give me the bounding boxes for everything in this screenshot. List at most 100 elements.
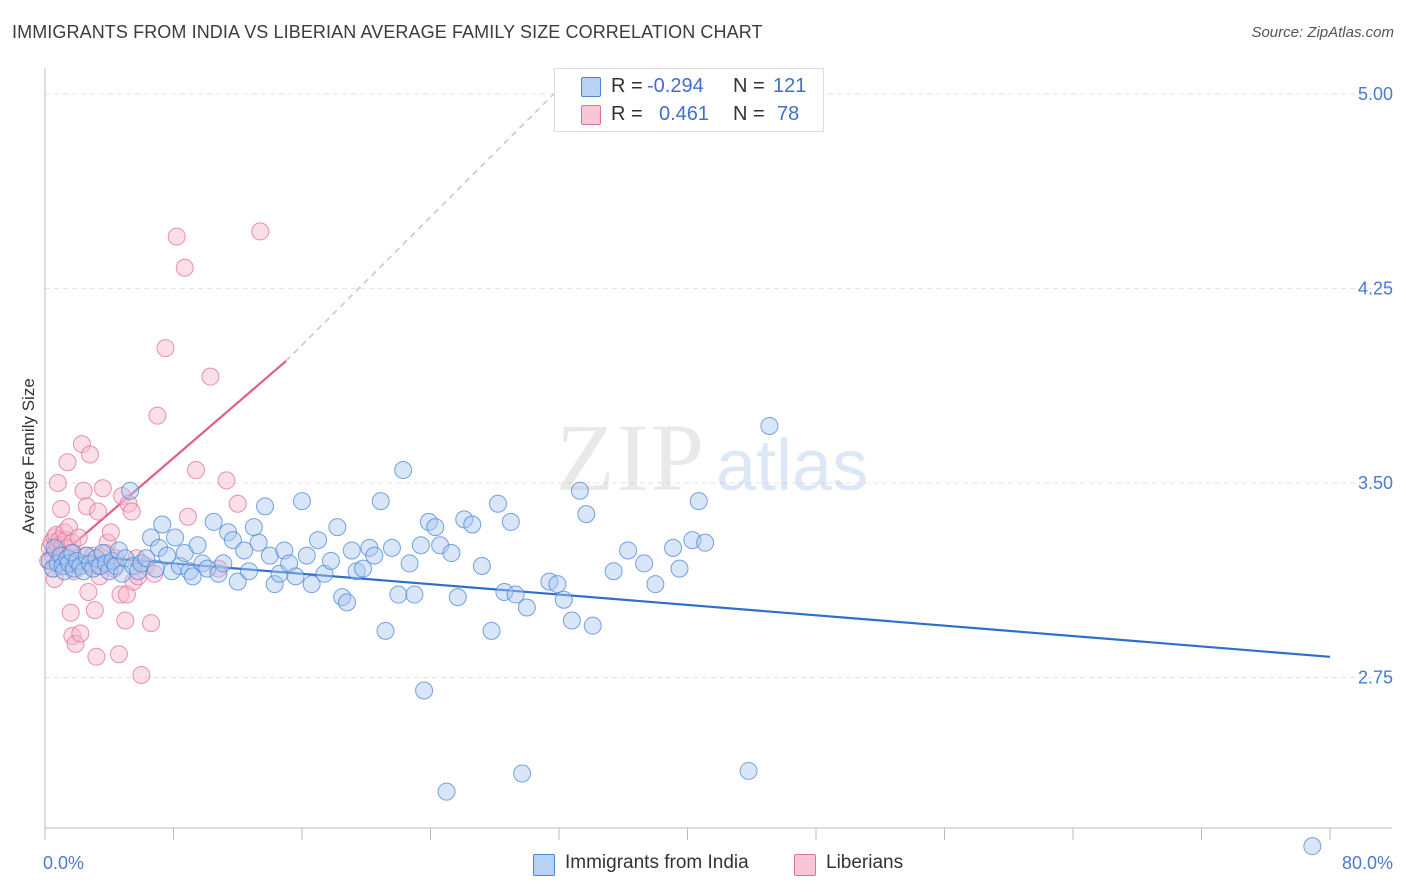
india-point <box>256 497 275 516</box>
liberian-point <box>109 645 128 664</box>
liberian-point <box>52 499 71 518</box>
india-point <box>411 536 430 555</box>
y-axis-label: Average Family Size <box>19 378 38 534</box>
svg-text:atlas: atlas <box>716 426 868 506</box>
liberian-points <box>39 222 270 684</box>
india-point <box>437 782 456 801</box>
india-point <box>337 593 356 612</box>
chart-source: Source: ZipAtlas.com <box>1251 24 1394 41</box>
liberian-point <box>66 634 85 653</box>
india-point <box>554 590 573 609</box>
liberian-point <box>111 585 130 604</box>
india-point <box>472 557 491 576</box>
india-point <box>333 588 352 607</box>
liberian-legend-label: Liberians <box>826 852 904 873</box>
india-point <box>153 515 172 534</box>
india-point <box>760 416 779 435</box>
legend-r-value: -0.294 <box>647 75 704 97</box>
india-point <box>235 541 254 560</box>
liberian-point <box>89 502 108 521</box>
legend-r-label: R = <box>611 75 643 97</box>
liberian-point <box>175 258 194 277</box>
liberian-point <box>156 339 175 358</box>
liberian-trend-extension <box>285 88 560 362</box>
india-point <box>198 559 217 578</box>
liberian-point <box>122 502 141 521</box>
y-tick-label: 5.00 <box>1358 84 1393 104</box>
india-point <box>297 546 316 565</box>
india-point <box>239 562 258 581</box>
legend-r-label: R = <box>611 103 643 125</box>
india-legend-label: Immigrants from India <box>565 852 749 873</box>
liberian-point <box>58 453 77 472</box>
india-point <box>132 554 151 573</box>
india-legend-swatch <box>533 854 555 876</box>
india-point <box>328 518 347 537</box>
liberian-point <box>228 494 247 513</box>
india-point <box>583 616 602 635</box>
india-point <box>309 531 328 550</box>
india-point <box>193 554 212 573</box>
liberian-point <box>217 471 236 490</box>
india-point <box>664 538 683 557</box>
india-point <box>376 621 395 640</box>
india-point <box>394 461 413 480</box>
liberian-point <box>77 497 96 516</box>
trend-lines <box>44 88 1331 658</box>
x-tick-label: 80.0% <box>1342 853 1393 873</box>
legend-r-value: 0.461 <box>659 103 710 125</box>
liberian-point <box>69 528 88 547</box>
india-point <box>426 518 445 537</box>
india-point <box>214 554 233 573</box>
liberian-point <box>93 479 112 498</box>
india-point <box>223 531 242 550</box>
india-point <box>293 492 311 511</box>
india-points <box>40 416 1322 856</box>
india-point <box>482 621 501 640</box>
india-point <box>689 492 708 511</box>
india-point <box>302 575 321 594</box>
liberian-point <box>178 507 197 526</box>
india-point <box>635 554 654 573</box>
india-point <box>188 536 207 555</box>
india-point <box>389 585 408 604</box>
legend-n-label: N = <box>733 75 765 97</box>
india-point <box>121 481 140 500</box>
india-point <box>265 575 284 594</box>
india-point <box>321 551 340 570</box>
liberian-point <box>61 603 80 622</box>
liberian-point <box>142 614 161 633</box>
india-point <box>354 559 373 578</box>
liberian-trend-line <box>44 360 287 570</box>
india-point <box>739 761 758 780</box>
india-point <box>501 512 520 531</box>
series-legend: Immigrants from India Liberians <box>0 852 1406 876</box>
y-tick-label: 4.25 <box>1358 278 1393 298</box>
india-point <box>93 544 112 563</box>
india-point <box>1303 837 1322 856</box>
liberian-point <box>148 406 167 425</box>
liberian-point <box>251 222 270 241</box>
india-point <box>286 567 305 586</box>
axes <box>44 68 1392 840</box>
india-point <box>463 515 482 534</box>
y-tick-label: 2.75 <box>1358 668 1393 688</box>
india-point <box>382 538 401 557</box>
india-point <box>517 598 536 617</box>
india-point <box>513 764 532 783</box>
india-point <box>562 611 581 630</box>
india-point <box>244 518 263 537</box>
y-tick-label: 3.50 <box>1358 473 1393 493</box>
legend-row-liberian: R = 0.461 N = 78 <box>555 101 823 129</box>
india-point <box>204 512 223 531</box>
india-point <box>405 585 424 604</box>
liberian-point <box>80 445 99 464</box>
india-trend-line <box>44 551 1331 658</box>
legend-n-value: 78 <box>777 103 800 125</box>
india-point <box>488 494 507 513</box>
india-point <box>260 546 279 565</box>
india-point <box>548 575 567 594</box>
grid-lines <box>45 93 1392 679</box>
india-point <box>696 533 715 552</box>
india-point <box>619 541 638 560</box>
